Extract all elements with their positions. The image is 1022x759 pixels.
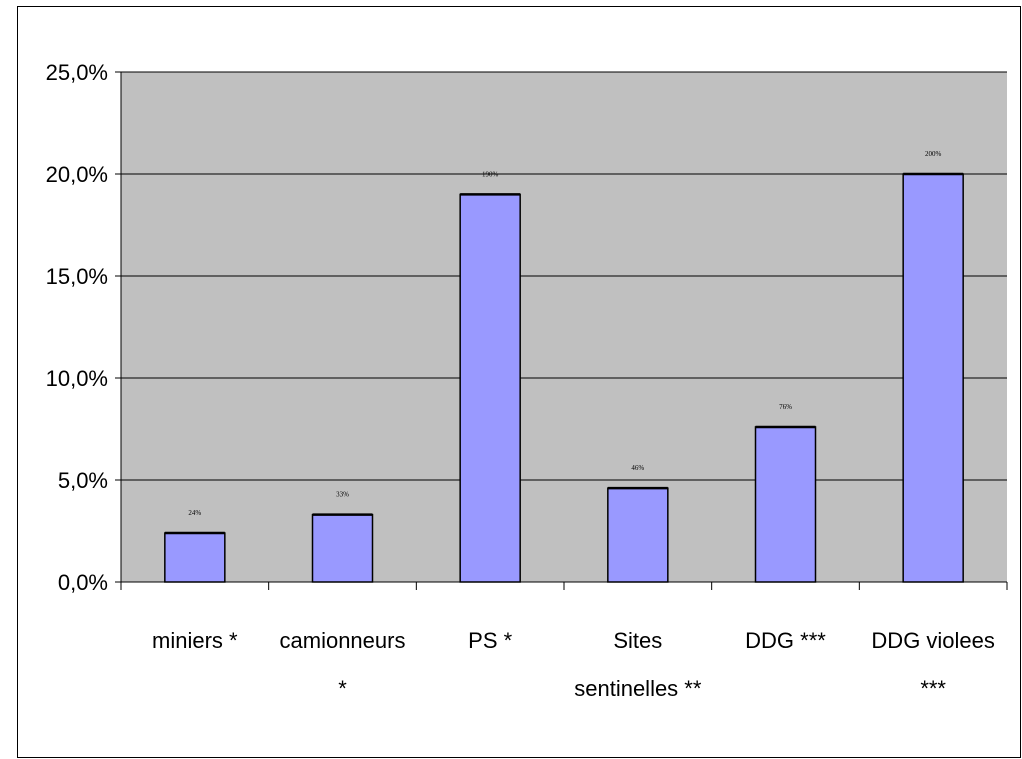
y-tick-label: 0,0% xyxy=(58,570,108,595)
bar xyxy=(164,532,226,583)
bar xyxy=(902,173,964,583)
x-tick-labels: miniers * camionneurs * PS * Sites sentinelle… xyxy=(152,628,995,701)
x-tick-label: DDG violees *** xyxy=(871,628,994,701)
bar xyxy=(754,426,817,583)
x-tick-label: DDG *** xyxy=(745,628,826,653)
data-label: 33% xyxy=(336,491,349,499)
x-tick-label: PS * xyxy=(468,628,512,653)
y-tick-label: 15,0% xyxy=(46,264,108,289)
bar xyxy=(459,193,521,583)
x-tick-label: camionneurs * xyxy=(280,628,406,701)
axes xyxy=(115,71,1008,590)
bar xyxy=(607,487,669,583)
y-tick-label: 25,0% xyxy=(46,60,108,85)
bars xyxy=(164,172,964,583)
y-tick-labels: 0,0% 5,0% 10,0% 15,0% 20,0% 25,0% xyxy=(46,60,108,595)
bar xyxy=(311,513,374,583)
grid-lines xyxy=(121,71,1007,481)
data-label: 46% xyxy=(631,464,644,472)
data-label: 190% xyxy=(482,170,499,178)
data-labels: 24% 33% 190% 46% 76% 200% xyxy=(188,150,941,517)
data-label: 76% xyxy=(779,403,792,411)
data-label: 24% xyxy=(188,509,201,517)
data-label: 200% xyxy=(925,150,942,158)
y-tick-label: 20,0% xyxy=(46,162,108,187)
x-tick-label: Sites sentinelles ** xyxy=(574,628,702,701)
x-tick-label: miniers * xyxy=(152,628,238,653)
plot-area xyxy=(121,72,1007,582)
y-tick-label: 5,0% xyxy=(58,468,108,493)
y-tick-label: 10,0% xyxy=(46,366,108,391)
